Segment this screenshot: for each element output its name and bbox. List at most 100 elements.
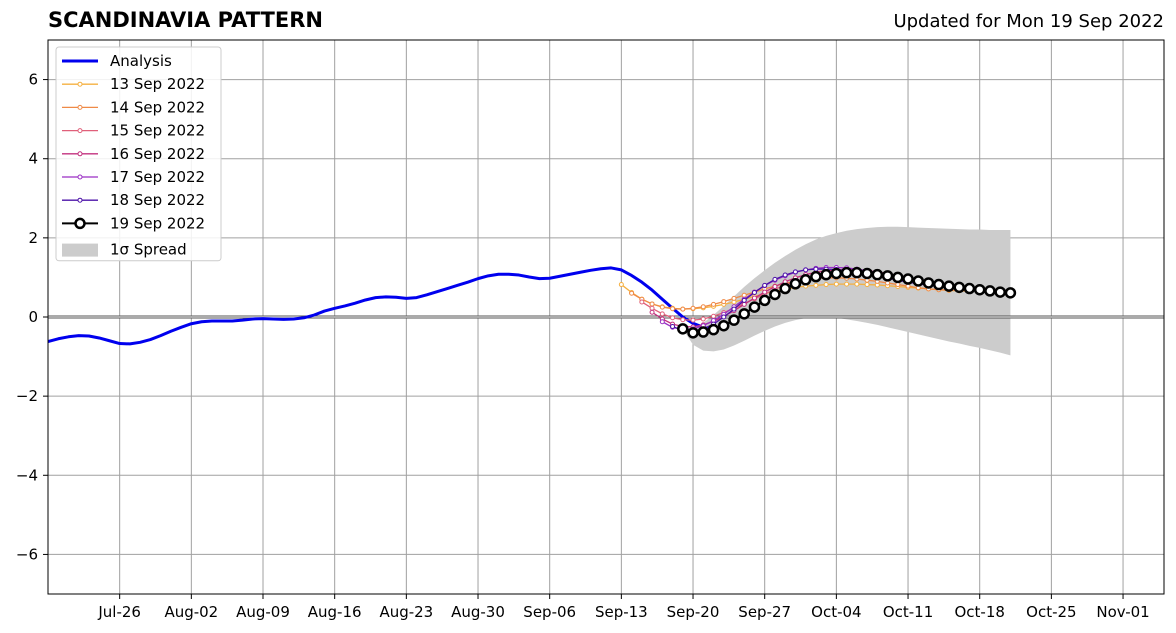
data-point [711, 313, 717, 319]
chart-subtitle: Updated for Mon 19 Sep 2022 [893, 11, 1164, 32]
x-tick-label: Jul-26 [97, 603, 141, 621]
data-point [861, 267, 873, 280]
data-point [813, 282, 819, 288]
legend-label: Analysis [110, 52, 172, 70]
data-point [820, 268, 832, 281]
x-tick-label: Aug-30 [451, 603, 505, 621]
data-point [772, 284, 778, 290]
x-tick-label: Nov-01 [1096, 603, 1149, 621]
series-line-analysis [47, 266, 714, 346]
data-point [721, 314, 727, 320]
x-tick-label: Oct-25 [1026, 603, 1076, 621]
data-point [892, 271, 904, 284]
legend-item: 15 Sep 2022 [62, 122, 205, 140]
data-point [649, 301, 655, 307]
data-point [659, 319, 665, 325]
y-tick-label: −6 [16, 545, 38, 563]
spread-band-area [682, 226, 1011, 356]
x-tick-label: Aug-16 [308, 603, 362, 621]
x-tick-label: Oct-04 [811, 603, 861, 621]
data-point [772, 276, 778, 282]
legend-label: 14 Sep 2022 [110, 98, 205, 116]
data-point [748, 301, 761, 313]
legend-item: 1σ Spread [62, 241, 187, 259]
data-point [741, 297, 747, 303]
legend-box [55, 46, 222, 262]
legend-label: 19 Sep 2022 [110, 214, 205, 232]
y-tick-label: 4 [28, 150, 38, 168]
data-point [833, 281, 839, 287]
data-point [830, 267, 843, 280]
data-point [700, 316, 706, 322]
plot-frame [47, 39, 1165, 595]
legend-item: 17 Sep 2022 [62, 168, 205, 186]
spread-band [682, 226, 1011, 356]
data-point [711, 301, 717, 307]
data-point [799, 274, 812, 286]
legend-label: 13 Sep 2022 [110, 75, 205, 93]
data-point [731, 306, 737, 312]
legend-item: 19 Sep 2022 [62, 214, 205, 232]
x-tick-label: Oct-18 [954, 603, 1004, 621]
data-point [851, 266, 863, 279]
x-tick-label: Aug-02 [164, 603, 218, 621]
data-point [659, 304, 665, 310]
data-point [792, 269, 798, 275]
legend: Analysis 13 Sep 2022 14 Sep 2022 15 Sep 202… [55, 46, 222, 262]
data-point [751, 289, 757, 295]
data-point [639, 299, 645, 305]
data-point [680, 317, 686, 323]
data-point [659, 311, 665, 317]
y-tick-label: 2 [28, 229, 38, 247]
axes: Jul-26 Aug-02 Aug-09 Aug-16 Aug-23 Aug-30 Sep-… [16, 39, 1165, 621]
data-point [922, 277, 935, 289]
data-point [670, 323, 676, 329]
legend-marker [77, 197, 83, 203]
data-point [762, 282, 768, 288]
legend-item: 13 Sep 2022 [62, 75, 205, 93]
data-point [717, 319, 730, 332]
data-point [840, 266, 853, 279]
legend-swatch [62, 243, 98, 257]
data-point [649, 305, 655, 311]
data-point [700, 304, 706, 310]
legend-item: 18 Sep 2022 [62, 191, 205, 209]
x-tick-label: Sep-20 [667, 603, 720, 621]
data-point [854, 281, 860, 287]
x-tick-label: Aug-23 [379, 603, 433, 621]
data-point [881, 270, 894, 282]
data-point [871, 268, 884, 281]
y-tick-label: 6 [28, 71, 38, 89]
data-point [762, 289, 768, 295]
data-point [741, 301, 747, 307]
legend-label: 16 Sep 2022 [110, 145, 205, 163]
legend-marker [77, 128, 83, 134]
data-point [728, 314, 740, 326]
data-point [973, 283, 986, 296]
legend-marker [77, 81, 83, 87]
data-point [789, 278, 802, 290]
legend-item: 14 Sep 2022 [62, 98, 205, 116]
legend-item: 16 Sep 2022 [62, 145, 205, 163]
y-tick-label: −4 [16, 466, 38, 484]
data-point [680, 306, 686, 312]
series-analysis [47, 266, 714, 346]
legend-label: 15 Sep 2022 [110, 122, 205, 140]
legend-marker [74, 217, 86, 230]
data-point [953, 281, 965, 294]
data-point [810, 270, 822, 283]
data-point [618, 282, 624, 288]
data-point [738, 308, 750, 320]
data-point [902, 273, 914, 285]
data-point [933, 278, 945, 291]
data-point [963, 282, 976, 295]
data-point [823, 282, 829, 288]
legend-label: 17 Sep 2022 [110, 168, 205, 186]
data-point [758, 294, 771, 307]
chart-title: SCANDINAVIA PATTERN [48, 8, 323, 32]
series-lines [47, 265, 1017, 346]
legend-marker [77, 104, 83, 110]
data-point [690, 305, 696, 311]
legend-label: 1σ Spread [110, 241, 187, 259]
